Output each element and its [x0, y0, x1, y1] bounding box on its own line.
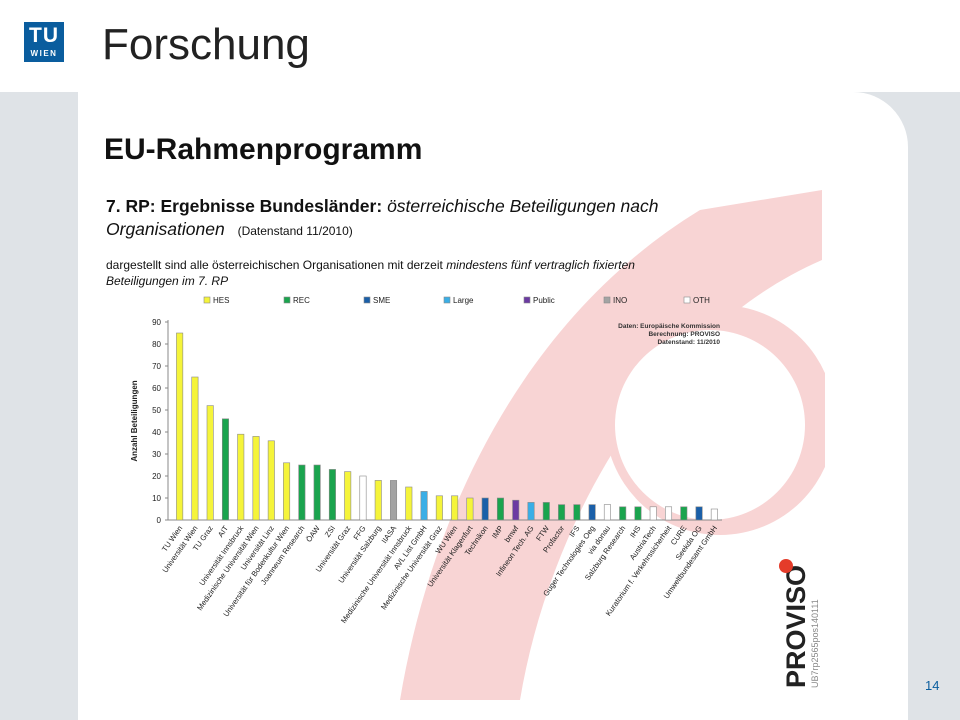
heading-bold: 7. RP: Ergebnisse Bundesländer:	[106, 196, 382, 216]
note-line-source: Daten: Europäische Kommission	[618, 323, 720, 330]
bar-tu-wien	[176, 332, 184, 521]
tu-wien-logo: TU WIEN	[24, 22, 64, 62]
bar-ifs	[573, 504, 581, 521]
bar-medizinische-universitat-graz	[435, 495, 443, 521]
legend-label-ino: INO	[613, 296, 627, 305]
page-title: Forschung	[102, 20, 310, 69]
note-line-date: Datenstand: 11/2010	[657, 339, 720, 346]
bar-seekda-og	[695, 506, 703, 521]
bar-oaw	[313, 464, 321, 521]
bar-infineon-tech-ag	[527, 502, 535, 521]
bar-tu-graz	[206, 405, 214, 521]
bar-bmwf	[512, 499, 520, 521]
brand-dot-icon	[779, 559, 793, 573]
bar-ihs	[634, 506, 642, 521]
bar-universitat-linz	[267, 440, 275, 521]
section-subtitle: EU-Rahmenprogramm	[104, 133, 423, 166]
figure-heading-line1: 7. RP: Ergebnisse Bundesländer: österrei…	[106, 196, 658, 216]
header-band	[0, 0, 960, 92]
legend-label-large: Large	[453, 296, 474, 305]
legend-swatch-ino	[603, 296, 611, 304]
bar-universitat-wien	[191, 376, 199, 521]
bar-ait	[221, 418, 229, 521]
logo-tu-text: TU	[29, 24, 59, 47]
y-tick-label: 60	[152, 384, 161, 393]
page-number: 14	[925, 678, 940, 693]
desc-plain: dargestellt sind alle österreichischen O…	[106, 258, 444, 272]
logo-wien-text: WIEN	[30, 49, 58, 58]
y-tick-label: 10	[152, 494, 161, 503]
x-tick-label: ÖAW	[304, 523, 322, 543]
bar-universitat-fur-bodenkultur-wien	[283, 462, 291, 521]
bar-imp	[496, 497, 504, 521]
legend-label-hes: HES	[213, 296, 229, 305]
bar-wu-wien	[451, 495, 459, 521]
chart-legend: HES REC SME Large Public INO OTH	[203, 296, 710, 305]
y-tick-label: 50	[152, 406, 161, 415]
proviso-brand: PROVISO UB7rp2565pos140111	[779, 559, 820, 688]
bar-zsi	[328, 469, 336, 521]
note-line-calc: Berechnung: PROVISO	[648, 331, 720, 338]
legend-swatch-rec	[283, 296, 291, 304]
legend-swatch-hes	[203, 296, 211, 304]
bar-avl-list-gmbh	[420, 491, 428, 521]
heading-small: (Datenstand 11/2010)	[238, 224, 353, 238]
bar-salzburg-research	[619, 506, 627, 521]
bar-guger-technologies-oeg	[588, 504, 596, 521]
bar-medizinische-universitat-wien	[252, 436, 260, 521]
figure-desc-line1: dargestellt sind alle österreichischen O…	[106, 258, 635, 272]
bar-universitat-klagenfurt	[466, 497, 474, 521]
heading-italic-2: Organisationen	[106, 219, 225, 239]
y-tick-label: 80	[152, 340, 161, 349]
data-source-note: Daten: Europäische Kommission Berechnung…	[618, 323, 720, 346]
bar-universitat-innsbruck	[237, 433, 245, 521]
legend-swatch-public	[523, 296, 531, 304]
y-tick-label: 70	[152, 362, 161, 371]
legend-label-sme: SME	[373, 296, 390, 305]
bar-universitat-graz	[344, 471, 352, 521]
bar-joanneum-research	[298, 464, 306, 521]
bar-profactor	[558, 504, 566, 521]
brand-code: UB7rp2565pos140111	[810, 599, 820, 688]
decor-circle-inner	[615, 330, 805, 520]
figure-heading-line2: Organisationen (Datenstand 11/2010)	[106, 219, 353, 239]
y-axis-label: Anzahl Beteiligungen	[130, 380, 139, 461]
legend-label-public: Public	[533, 296, 555, 305]
bar-umweltbundesamt-gmbh	[710, 508, 718, 521]
bar-ffg	[359, 475, 367, 521]
desc-italic-1: mindestens fünf vertraglich fixierten	[446, 258, 635, 272]
legend-swatch-large	[443, 296, 451, 304]
y-tick-label: 40	[152, 428, 161, 437]
bar-iiasa	[390, 480, 398, 521]
bar-universitat-salzburg	[374, 480, 382, 521]
legend-swatch-oth	[683, 296, 691, 304]
legend-label-oth: OTH	[693, 296, 710, 305]
brand-name: PROVISO	[781, 565, 811, 688]
y-tick-label: 90	[152, 318, 161, 327]
bar-cure	[680, 506, 688, 521]
bar-austriatech	[649, 506, 657, 521]
figure-desc-line2: Beteiligungen im 7. RP	[106, 274, 228, 288]
bar-technikon	[481, 497, 489, 521]
decorative-background	[400, 190, 825, 700]
legend-label-rec: REC	[293, 296, 310, 305]
y-tick-label: 30	[152, 450, 161, 459]
heading-italic-1: österreichische Beteiligungen nach	[387, 196, 658, 216]
y-tick-label: 0	[157, 516, 162, 525]
participation-chart: 7. RP: Ergebnisse Bundesländer: österrei…	[106, 190, 825, 700]
bar-kuratorium-f-verkehrssicherheit	[665, 506, 673, 521]
bar-ftw	[542, 502, 550, 521]
y-tick-label: 20	[152, 472, 161, 481]
bar-via-donau	[603, 504, 611, 521]
bar-medizinische-universitat-innsbruck	[405, 486, 413, 521]
legend-swatch-sme	[363, 296, 371, 304]
